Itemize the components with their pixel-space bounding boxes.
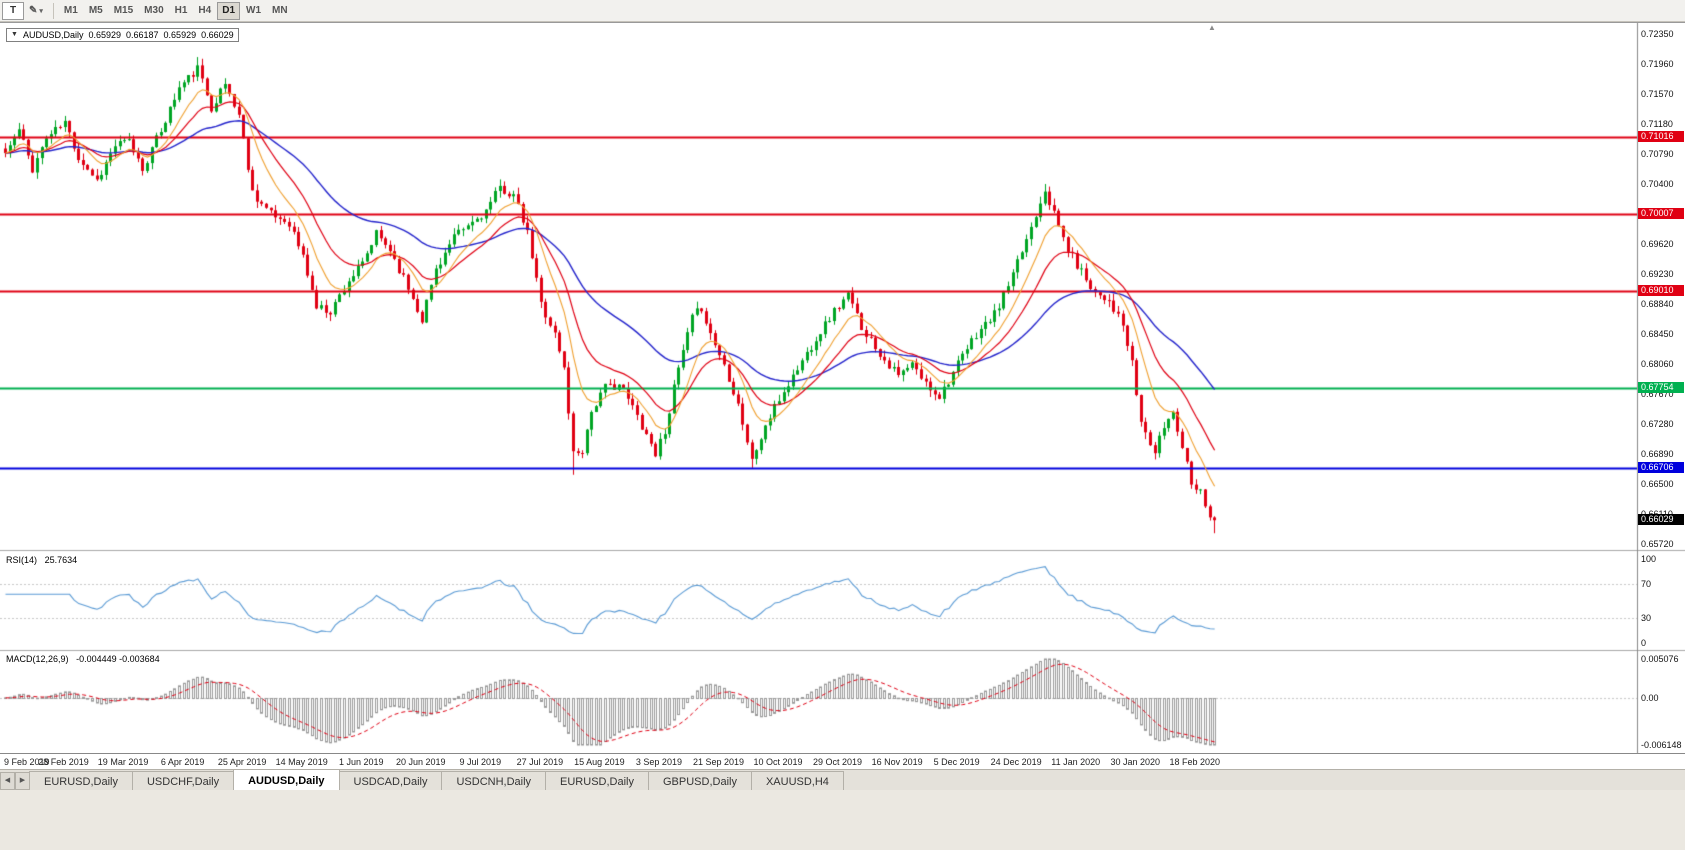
date-label: 3 Sep 2019 xyxy=(635,757,682,767)
timeframe-button-d1[interactable]: D1 xyxy=(217,1,241,20)
date-label: 20 Jun 2019 xyxy=(395,757,446,767)
date-label: 6 Apr 2019 xyxy=(160,757,205,767)
price-tick-label: 0.66110 xyxy=(1641,509,1673,519)
ohlc-open: 0.65929 xyxy=(88,30,121,40)
ohlc-close: 0.66029 xyxy=(201,30,234,40)
date-label: 18 Feb 2020 xyxy=(1169,757,1221,767)
macd-level-label: 0.005076 xyxy=(1641,654,1679,664)
tab-usdcnh-daily[interactable]: USDCNH,Daily xyxy=(441,771,547,790)
tab-usdchf-daily[interactable]: USDCHF,Daily xyxy=(131,771,235,790)
price-tick-label: 0.72350 xyxy=(1641,29,1674,39)
price-tick-label: 0.66890 xyxy=(1641,449,1674,459)
macd-level-label: 0.00 xyxy=(1641,692,1659,703)
price-tick-label: 0.69620 xyxy=(1641,239,1674,249)
date-label: 24 Dec 2019 xyxy=(990,757,1042,767)
date-label: 1 Jun 2019 xyxy=(338,757,384,767)
timeframe-group: M1 M5 M15 M30 H1 H4 D1 W1 MN xyxy=(59,1,293,20)
chevron-down-icon: ▾ xyxy=(39,7,43,15)
chart-shift-marker-icon[interactable]: ▲ xyxy=(1208,23,1216,32)
price-tick-label: 0.71960 xyxy=(1641,59,1674,69)
date-label: 28 Feb 2019 xyxy=(38,757,89,767)
bottom-strip xyxy=(0,790,1685,850)
templates-button[interactable]: T xyxy=(2,1,24,20)
rsi-level-label: 70 xyxy=(1641,579,1652,590)
date-label: 30 Jan 2020 xyxy=(1110,757,1161,767)
chart-symbol: AUDUSD,Daily xyxy=(22,30,84,40)
price-tick-label: 0.68060 xyxy=(1641,359,1674,369)
chart-canvas[interactable] xyxy=(0,23,1685,753)
date-label: 15 Aug 2019 xyxy=(574,757,625,767)
date-label: 14 May 2019 xyxy=(275,757,328,767)
date-axis[interactable]: 9 Feb 2019 28 Feb 2019 19 Mar 2019 6 Apr 20… xyxy=(0,753,1685,770)
price-tick-label: 0.70790 xyxy=(1641,149,1674,159)
rsi-value: 25.7634 xyxy=(44,555,78,565)
price-tick-label: 0.71570 xyxy=(1641,89,1674,99)
timeframe-button-m5[interactable]: M5 xyxy=(84,2,108,20)
timeframe-button-m1[interactable]: M1 xyxy=(59,2,83,20)
collapse-icon[interactable]: ▼ xyxy=(11,31,18,38)
price-line-label: 0.69010 xyxy=(1638,284,1684,296)
macd-indicator-label: MACD(12,26,9) -0.004449 -0.003684 xyxy=(6,654,160,664)
price-tick-label: 0.68840 xyxy=(1641,299,1674,309)
macd-level-label: -0.006148 xyxy=(1641,740,1682,750)
timeframe-button-m15[interactable]: M15 xyxy=(109,2,138,20)
price-tick-label: 0.68450 xyxy=(1641,329,1674,339)
date-label: 16 Nov 2019 xyxy=(871,757,923,767)
chart-title-box[interactable]: ▼ AUDUSD,Daily 0.65929 0.66187 0.65929 0… xyxy=(6,28,239,42)
macd-value: -0.004449 -0.003684 xyxy=(76,654,160,664)
rsi-indicator-label: RSI(14) 25.7634 xyxy=(6,555,77,565)
date-label: 29 Oct 2019 xyxy=(813,757,863,767)
tab-scroll-right-button[interactable]: ▶ xyxy=(15,772,30,790)
price-tick-label: 0.67280 xyxy=(1641,419,1674,429)
price-tick-label: 0.65720 xyxy=(1641,539,1674,549)
tab-gbpusd-daily[interactable]: GBPUSD,Daily xyxy=(648,771,752,790)
date-label: 5 Dec 2019 xyxy=(933,757,980,767)
tab-audusd-daily[interactable]: AUDUSD,Daily xyxy=(233,769,340,790)
draw-tool-button[interactable]: ✎ ▾ xyxy=(24,2,48,20)
timeframe-button-w1[interactable]: W1 xyxy=(241,2,266,20)
date-label: 11 Jan 2020 xyxy=(1051,757,1101,767)
right-axis[interactable]: 0.72350 0.71960 0.71570 0.71180 0.70790 0.704… xyxy=(1638,23,1685,753)
price-line-label: 0.66029 xyxy=(1638,514,1684,526)
price-tick-label: 0.69230 xyxy=(1641,269,1674,279)
tab-usdcad-daily[interactable]: USDCAD,Daily xyxy=(338,771,443,790)
chart-tab-bar: ◀ ▶ EURUSD,Daily USDCHF,Daily AUDUSD,Daily… xyxy=(0,769,1685,790)
ohlc-high: 0.66187 xyxy=(126,30,159,40)
timeframe-button-mn[interactable]: MN xyxy=(267,2,293,20)
tab-scroll-left-button[interactable]: ◀ xyxy=(0,772,15,790)
price-line-label: 0.66706 xyxy=(1638,462,1684,474)
rsi-level-label: 100 xyxy=(1641,554,1657,564)
price-tick-label: 0.66500 xyxy=(1641,479,1674,489)
rsi-level-label: 0 xyxy=(1641,638,1647,648)
toolbar-separator xyxy=(52,2,54,19)
date-label: 9 Feb 2019 xyxy=(4,757,50,767)
price-tick-label: 0.71180 xyxy=(1641,119,1673,129)
timeframe-button-h1[interactable]: H1 xyxy=(170,2,193,20)
date-label: 19 Mar 2019 xyxy=(97,757,149,767)
chart-window: ▼ AUDUSD,Daily 0.65929 0.66187 0.65929 0… xyxy=(0,22,1685,770)
macd-name: MACD(12,26,9) xyxy=(6,654,69,664)
date-label: 9 Jul 2019 xyxy=(459,757,502,767)
ohlc-low: 0.65929 xyxy=(163,30,197,40)
price-line-label: 0.70007 xyxy=(1638,208,1684,220)
tab-xauusd-h4[interactable]: XAUUSD,H4 xyxy=(750,771,844,790)
price-line-label: 0.71016 xyxy=(1638,130,1684,142)
price-tick-label: 0.67670 xyxy=(1641,389,1674,399)
tab-eurusd-daily[interactable]: EURUSD,Daily xyxy=(545,771,649,790)
timeframe-button-h4[interactable]: H4 xyxy=(193,2,216,20)
chart-tabs: EURUSD,Daily USDCHF,Daily AUDUSD,Daily USDC… xyxy=(29,769,844,790)
timeframe-button-m30[interactable]: M30 xyxy=(139,2,168,20)
date-label: 10 Oct 2019 xyxy=(753,757,803,767)
pencil-icon: ✎ xyxy=(29,4,38,16)
price-line-label: 0.67754 xyxy=(1638,381,1684,393)
rsi-name: RSI(14) xyxy=(6,555,38,565)
date-label: 21 Sep 2019 xyxy=(692,757,744,767)
date-label: 27 Jul 2019 xyxy=(516,757,564,767)
top-toolbar: T ✎ ▾ M1 M5 M15 M30 H1 H4 D1 W1 MN xyxy=(0,0,1685,22)
rsi-level-label: 30 xyxy=(1641,612,1652,623)
date-label: 25 Apr 2019 xyxy=(217,757,267,767)
tab-eurusd-daily[interactable]: EURUSD,Daily xyxy=(29,771,133,790)
price-tick-label: 0.70400 xyxy=(1641,179,1674,189)
